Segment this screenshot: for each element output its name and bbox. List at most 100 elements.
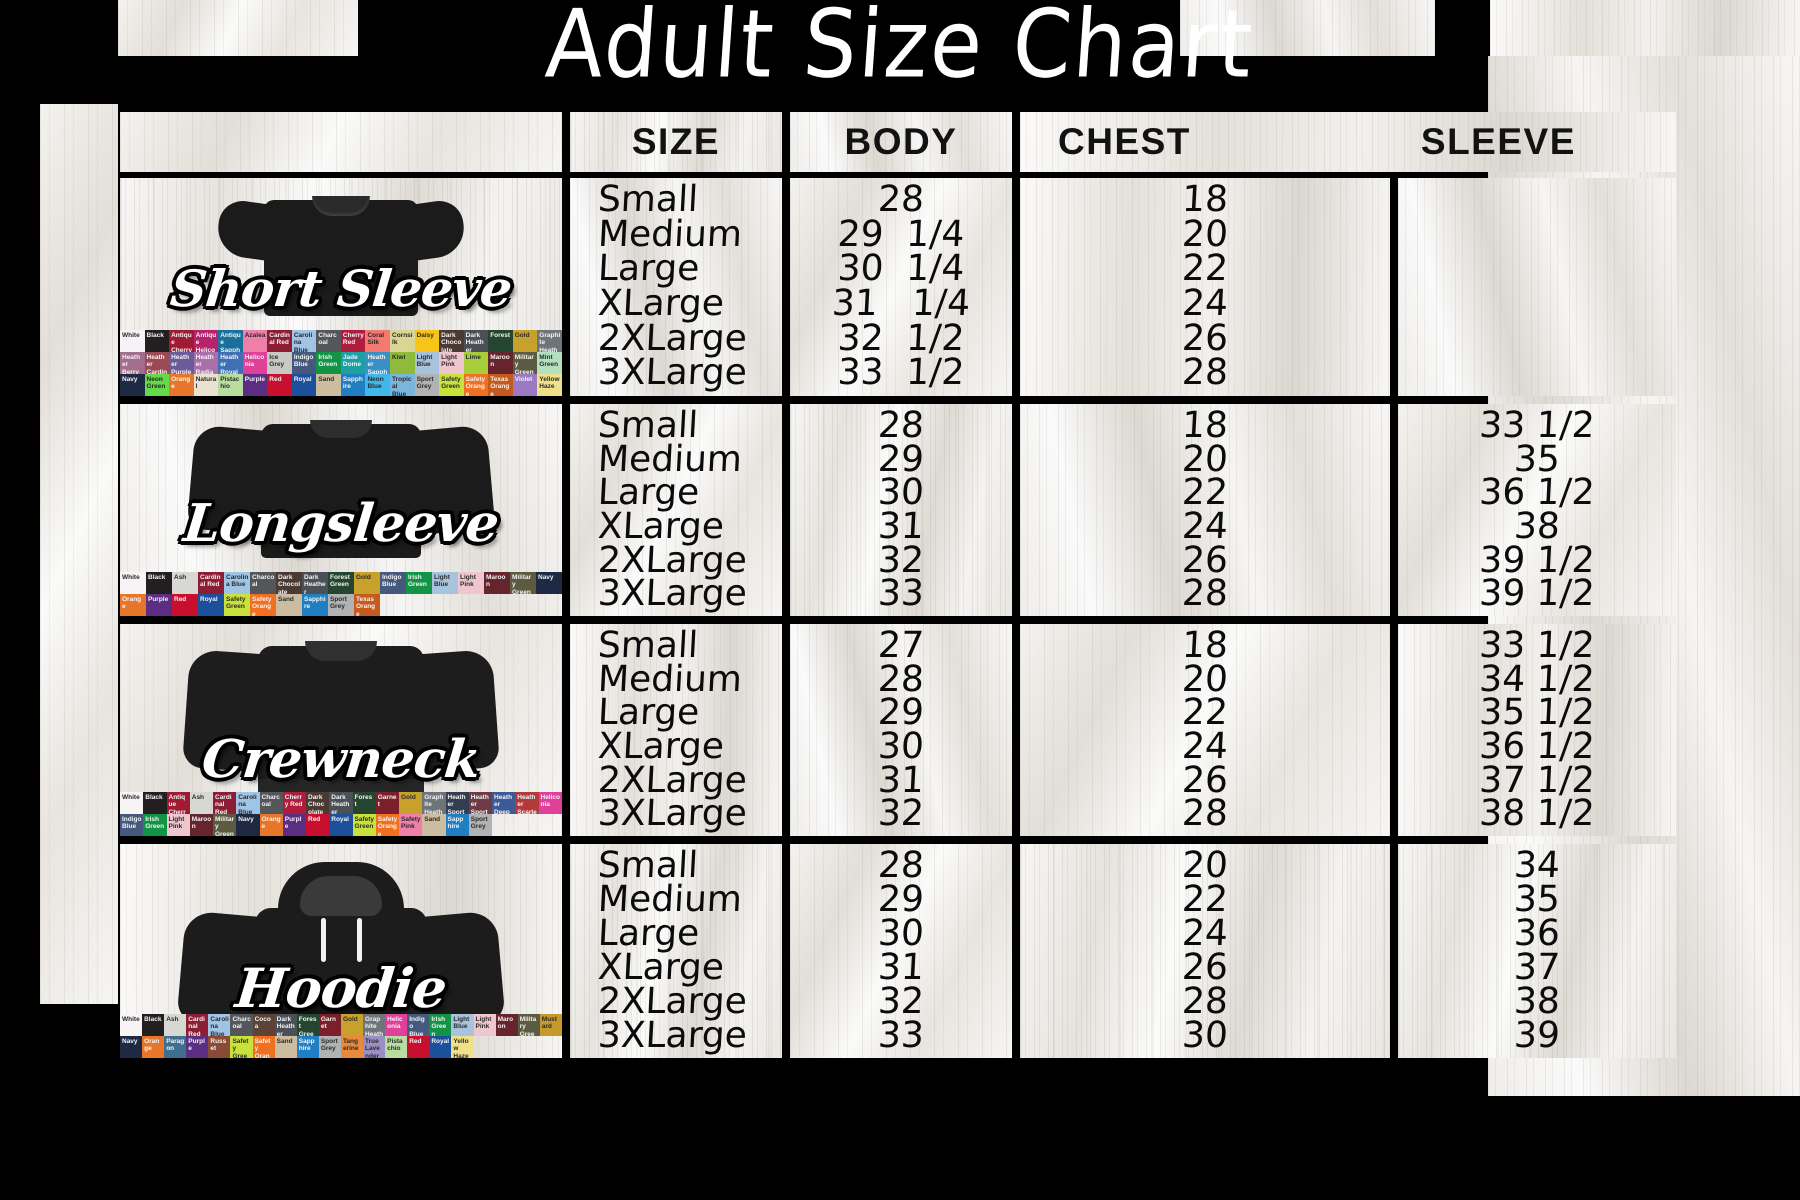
color-swatch-label: Mint Green [539,353,559,369]
chest-column-value: 28 [1181,573,1229,615]
color-swatch-label: Gold [514,331,530,339]
color-swatch: Heliconia [538,792,562,814]
chest-column: 18 20 22 24 26 28 [1020,624,1390,836]
body-column-value: 30 [877,913,926,954]
color-swatch-label: White [122,573,140,581]
color-swatch-label: Indigo Blue [409,1015,425,1037]
color-swatch-label: Light Pink [460,573,476,589]
color-swatch-label: Coral Silk [367,331,385,347]
color-swatch: Navy [236,814,260,836]
color-swatch-label: Heather Deep Royal [494,793,513,815]
color-swatch: White [120,330,145,352]
color-swatch-label: Russet [210,1037,227,1053]
color-swatch-label: Light Pink [475,1015,492,1031]
color-swatch-label: Light Blue [453,1015,470,1031]
color-swatch: Charcoal [250,572,276,594]
color-swatch-label: Jade Dome [342,353,361,369]
color-swatch: Russet [208,1036,231,1058]
color-swatch: Military Green [517,1014,540,1036]
color-swatch: Heather Purple [169,352,194,374]
body-column-value: 32 [877,793,925,835]
color-swatch-label: Orange [122,595,142,611]
color-swatch: Indigo Blue [407,1014,430,1037]
color-swatch: Dark Heather [302,572,328,594]
size-column-value: 3XLarge [596,352,748,394]
size-column-value: 2XLarge [596,981,748,1022]
color-swatch-label: Black [146,331,164,339]
garment-cell-long-sleeve-tshirt: Longsleeve White Black Ash Cardinal Red Carol… [120,404,562,616]
size-column-value: XLarge [596,506,726,548]
size-column-value: Large [596,472,701,514]
color-swatch: White [120,792,144,814]
color-swatch: Maroon [189,814,213,836]
size-column-value: 3XLarge [596,793,748,835]
color-swatch-label: Cocoa [254,1015,271,1031]
size-column-value: Small [596,405,700,446]
color-swatch: Irish Green [429,1014,452,1036]
table-header-row: SIZE BODY CHEST SLEEVE [120,112,1676,172]
table-row: Crewneck White Black Antique Cherry Ash Cardi… [120,624,1676,836]
body-column-value: 30 1/4 [836,248,966,290]
sleeve-column-value: 33 1/2 [1478,625,1596,666]
background-plank-left [118,0,358,56]
color-swatch-label: Royal [431,1037,450,1045]
color-swatch: Sport Grey [414,374,440,396]
color-swatch: Violet [512,374,538,396]
color-swatch: Texas Orange [354,594,380,616]
color-swatch-label: Orange [171,375,191,391]
color-swatch-label: Light Blue [434,573,450,589]
color-swatch: Dark Chocolate [306,792,330,815]
body-column-value: 27 [877,625,925,666]
body-column: 28 29 1/4 30 1/4 31 1/4 32 1/2 33 1/2 [790,178,1012,396]
sleeve-column-value: 34 [1513,845,1562,886]
color-swatch-label: Pistachio [220,375,240,391]
color-swatch: Red [407,1036,430,1058]
color-swatch-label: Sport Grey [470,815,488,831]
color-swatch-label: Navy [122,375,138,383]
color-swatch-label: Forest [354,793,373,809]
color-swatch-label: Military Green [215,815,235,837]
chest-column-value: 24 [1181,283,1230,325]
color-swatch: Indigo Blue [291,352,317,374]
color-swatch-label: Safety Green [232,1037,249,1059]
color-swatch-label: Light Pink [441,353,457,369]
color-swatch: Red [172,594,198,616]
color-swatch-label: Heather Cardinal [146,353,168,375]
color-swatch-label: Safety Orange [465,375,486,397]
color-swatch: Texas Orange [488,374,513,396]
color-swatch: Cherry Red [282,792,306,814]
color-swatch: Navy [536,572,562,594]
color-swatch: Neon Blue [365,374,391,396]
garment-cell-short-sleeve-tshirt: Short Sleeve White Black Antique Cherry Red… [120,178,562,396]
header-label-sleeve: SLEEVE [1420,121,1576,162]
color-swatch-label: Gold [401,793,416,801]
color-swatch: Paragon [164,1036,187,1058]
color-swatch: Lime [463,352,489,374]
color-swatch-label: Dark Chocolate [308,793,325,815]
size-column-value: Large [596,913,701,954]
color-swatch: Heather Radiant Orchid [193,352,219,374]
color-swatch-label: Light Blue [416,353,433,369]
color-swatch: Safety Green [439,374,464,396]
color-swatch-label: Black [145,793,163,801]
color-swatch: Forest Green [328,572,354,594]
color-swatch-label: Dark Heather [331,793,350,815]
color-swatch-label: Purple [244,375,265,383]
color-swatch: Orange [169,374,194,396]
color-swatch: Natural [193,374,219,396]
color-swatch-label: Light Pink [168,815,185,831]
color-swatch-label: Cherry Red [342,331,364,347]
color-swatch-label: Cardinal Red [200,573,221,589]
color-swatch: Sapphire [302,594,328,616]
color-swatch: Orange [120,594,146,616]
color-swatch: Heather Sapphire [365,352,391,374]
color-swatch: Cardinal Red [267,330,292,352]
sleeve-column-value: 35 1/2 [1478,692,1596,734]
color-swatch-label: Safety Orange [252,595,272,617]
color-swatch-label: Gold [342,1015,358,1023]
garment-label: Short Sleeve [167,259,515,318]
color-swatch: Daisy [414,330,440,352]
color-swatch: Purple [146,594,172,616]
color-swatch-label: Lime [465,353,481,361]
color-swatch-label: Indigo Blue [382,573,402,589]
